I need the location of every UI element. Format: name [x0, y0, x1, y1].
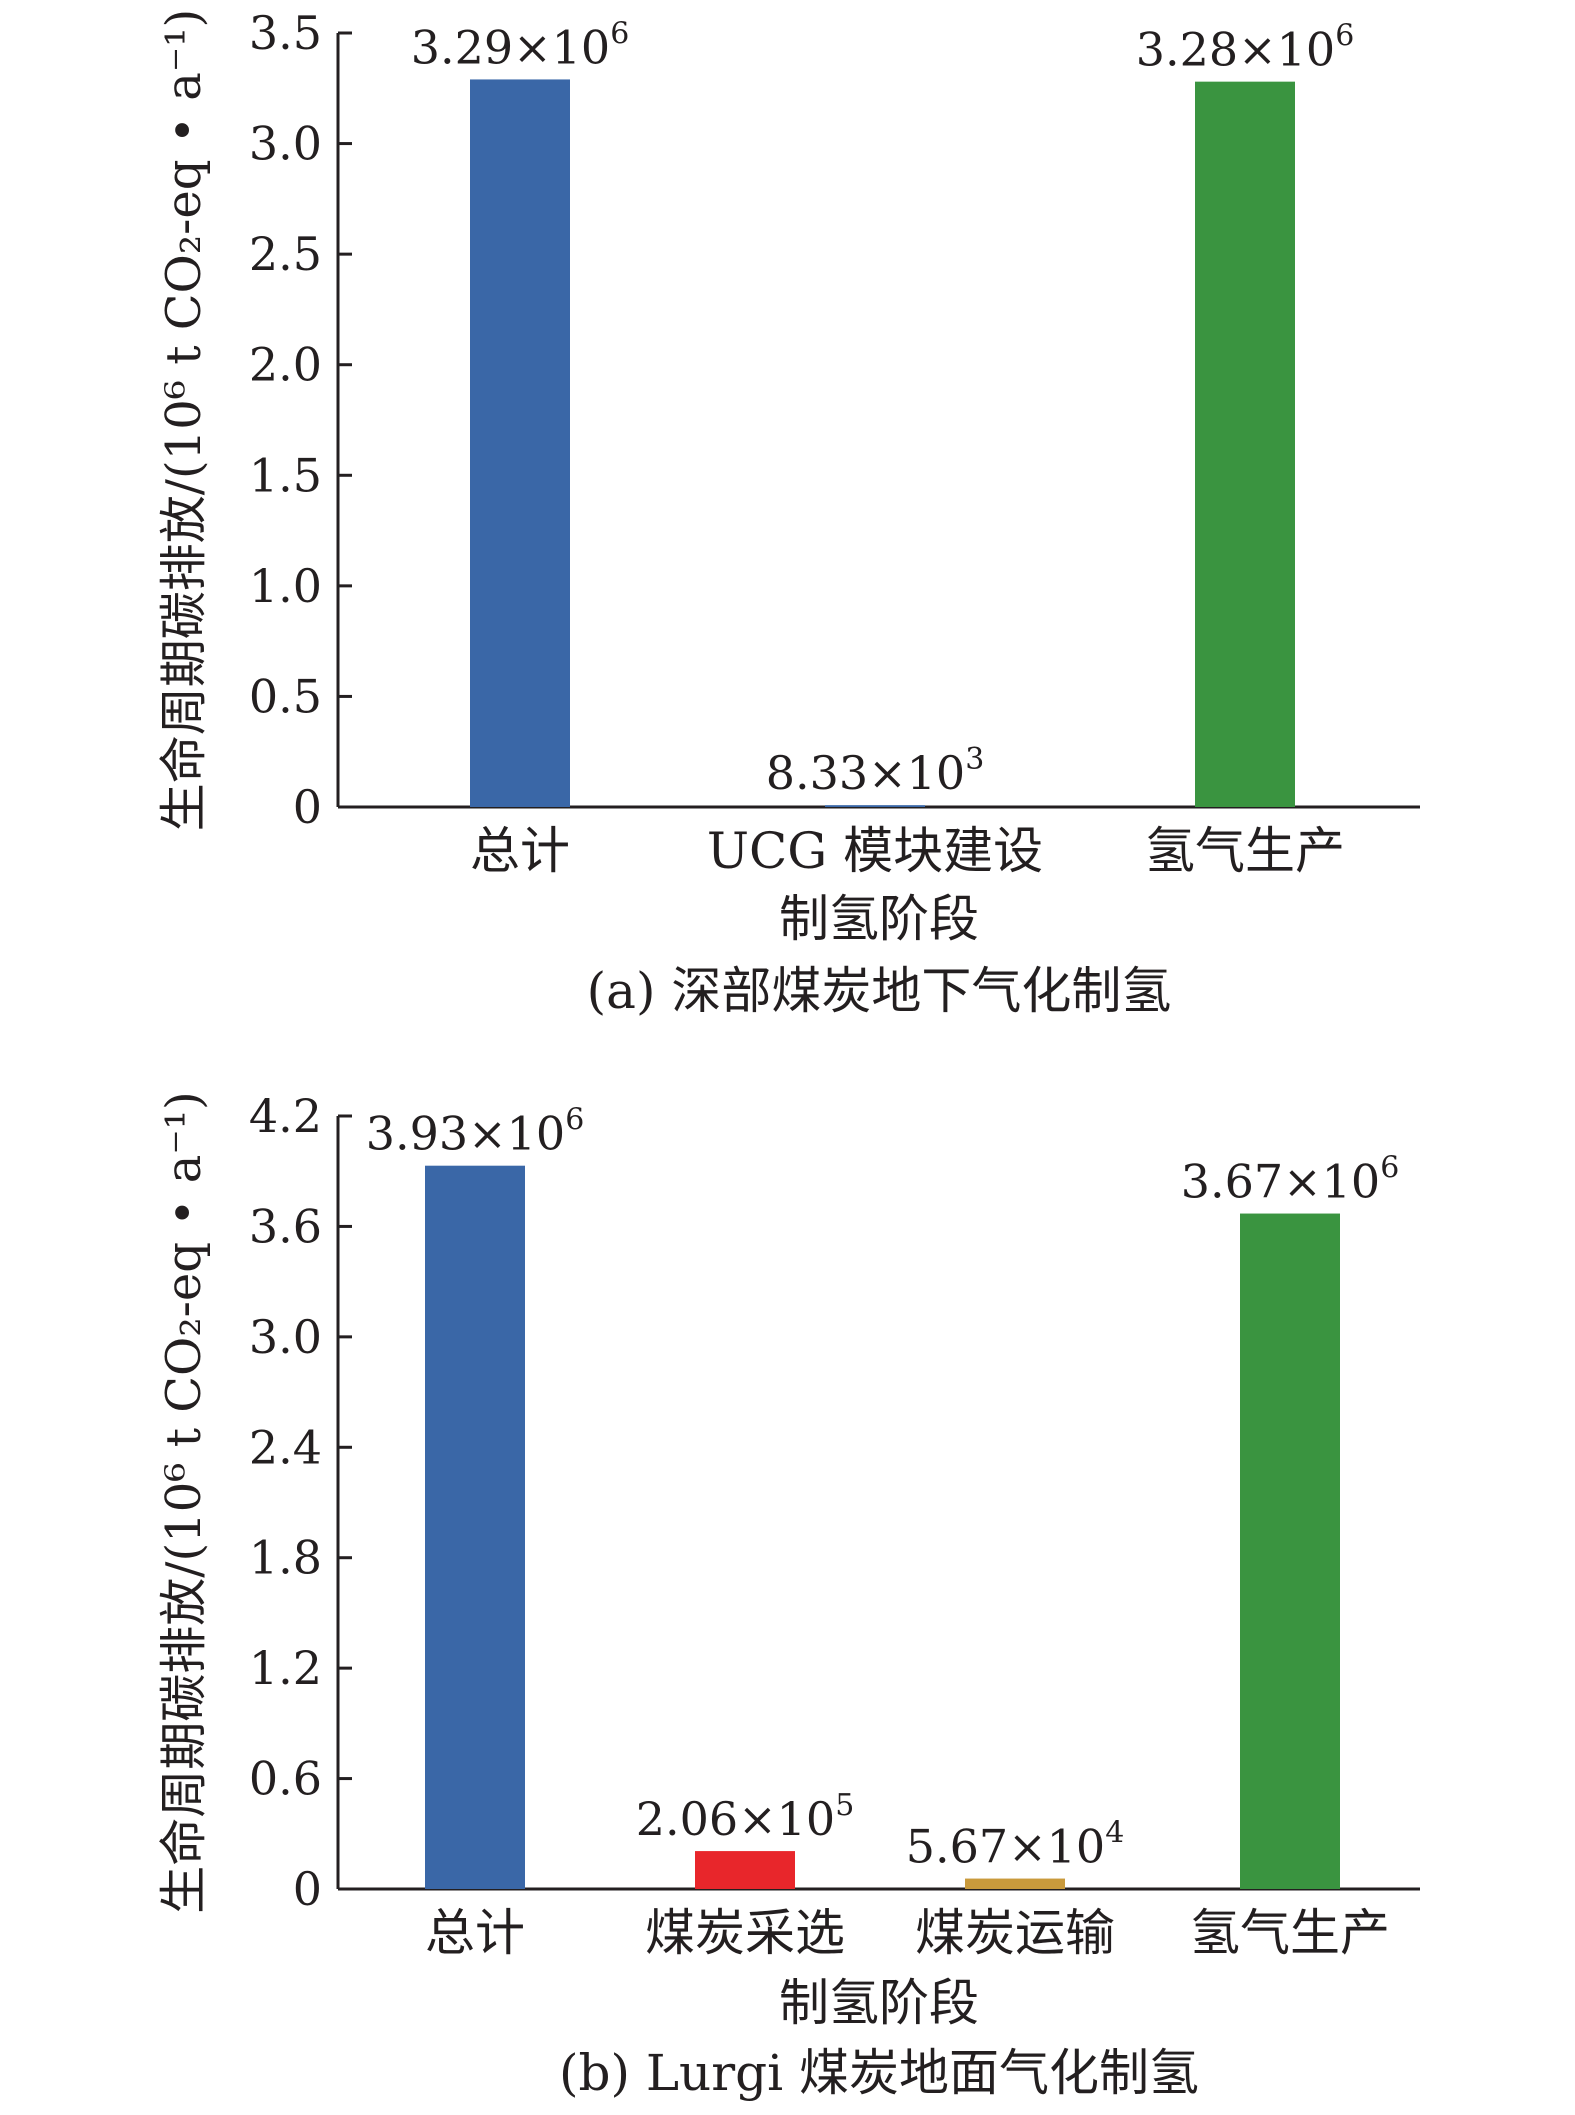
chart-a-svg: 0 0.5 1.0 1.5 2.0 2.5 3.0 3.5 生命周期碳排放/(10⁶ t CO₂…	[156, 6, 1420, 1020]
bar	[470, 79, 570, 807]
y-tick-label: 1.0	[249, 559, 322, 613]
data-label: 8.33×103	[766, 742, 985, 800]
category-label: UCG 模块建设	[707, 822, 1043, 880]
bar	[965, 1878, 1065, 1889]
data-label: 3.29×106	[411, 16, 630, 74]
data-label: 2.06×105	[636, 1788, 855, 1846]
category-label: 煤炭运输	[915, 1904, 1115, 1962]
y-tick-label: 4.2	[249, 1089, 322, 1143]
data-label: 3.67×106	[1181, 1151, 1400, 1209]
bar	[825, 805, 925, 807]
chart-title: (b) Lurgi 煤炭地面气化制氢	[559, 2044, 1199, 2102]
y-tick-label: 3.5	[249, 6, 322, 60]
chart-panel-a: 0 0.5 1.0 1.5 2.0 2.5 3.0 3.5 生命周期碳排放/(10⁶ t CO₂…	[0, 0, 1575, 1050]
y-tick-label: 2.4	[249, 1420, 322, 1474]
category-label: 氢气生产	[1145, 822, 1345, 880]
bar	[695, 1851, 795, 1889]
chart-b-svg: 0 0.6 1.2 1.8 2.4 3.0 3.6 4.2 生命周期碳排放/(10⁶ t CO₂…	[156, 1089, 1420, 2102]
y-tick-label: 2.0	[249, 338, 322, 392]
y-tick-label: 0.6	[249, 1752, 322, 1806]
category-label: 总计	[470, 822, 570, 880]
x-axis-label: 制氢阶段	[779, 1974, 979, 2032]
bar	[425, 1165, 525, 1889]
y-tick-label: 1.2	[249, 1641, 322, 1695]
data-label: 5.67×104	[906, 1816, 1125, 1874]
chart-panel-b: 0 0.6 1.2 1.8 2.4 3.0 3.6 4.2 生命周期碳排放/(10⁶ t CO₂…	[0, 1060, 1575, 2115]
y-tick-label: 0.5	[249, 669, 322, 723]
chart-title: (a) 深部煤炭地下气化制氢	[587, 962, 1172, 1020]
bar	[1240, 1213, 1340, 1889]
y-tick-label: 1.8	[249, 1531, 322, 1585]
y-tick-label: 0	[293, 780, 322, 834]
category-label: 总计	[425, 1904, 525, 1962]
y-axis-label: 生命周期碳排放/(10⁶ t CO₂-eq • a⁻¹)	[156, 1091, 212, 1913]
bar	[1195, 81, 1295, 807]
category-label: 氢气生产	[1190, 1904, 1390, 1962]
x-axis-label: 制氢阶段	[779, 890, 979, 948]
y-tick-label: 3.0	[249, 117, 322, 171]
data-label: 3.93×106	[366, 1103, 585, 1161]
y-tick-label: 0	[293, 1862, 322, 1916]
y-tick-label: 3.6	[249, 1199, 322, 1253]
y-tick-label: 1.5	[249, 448, 322, 502]
y-tick-label: 3.0	[249, 1310, 322, 1364]
y-tick-label: 2.5	[249, 227, 322, 281]
y-axis-label: 生命周期碳排放/(10⁶ t CO₂-eq • a⁻¹)	[156, 9, 212, 831]
category-label: 煤炭采选	[645, 1904, 845, 1962]
data-label: 3.28×106	[1136, 19, 1355, 77]
